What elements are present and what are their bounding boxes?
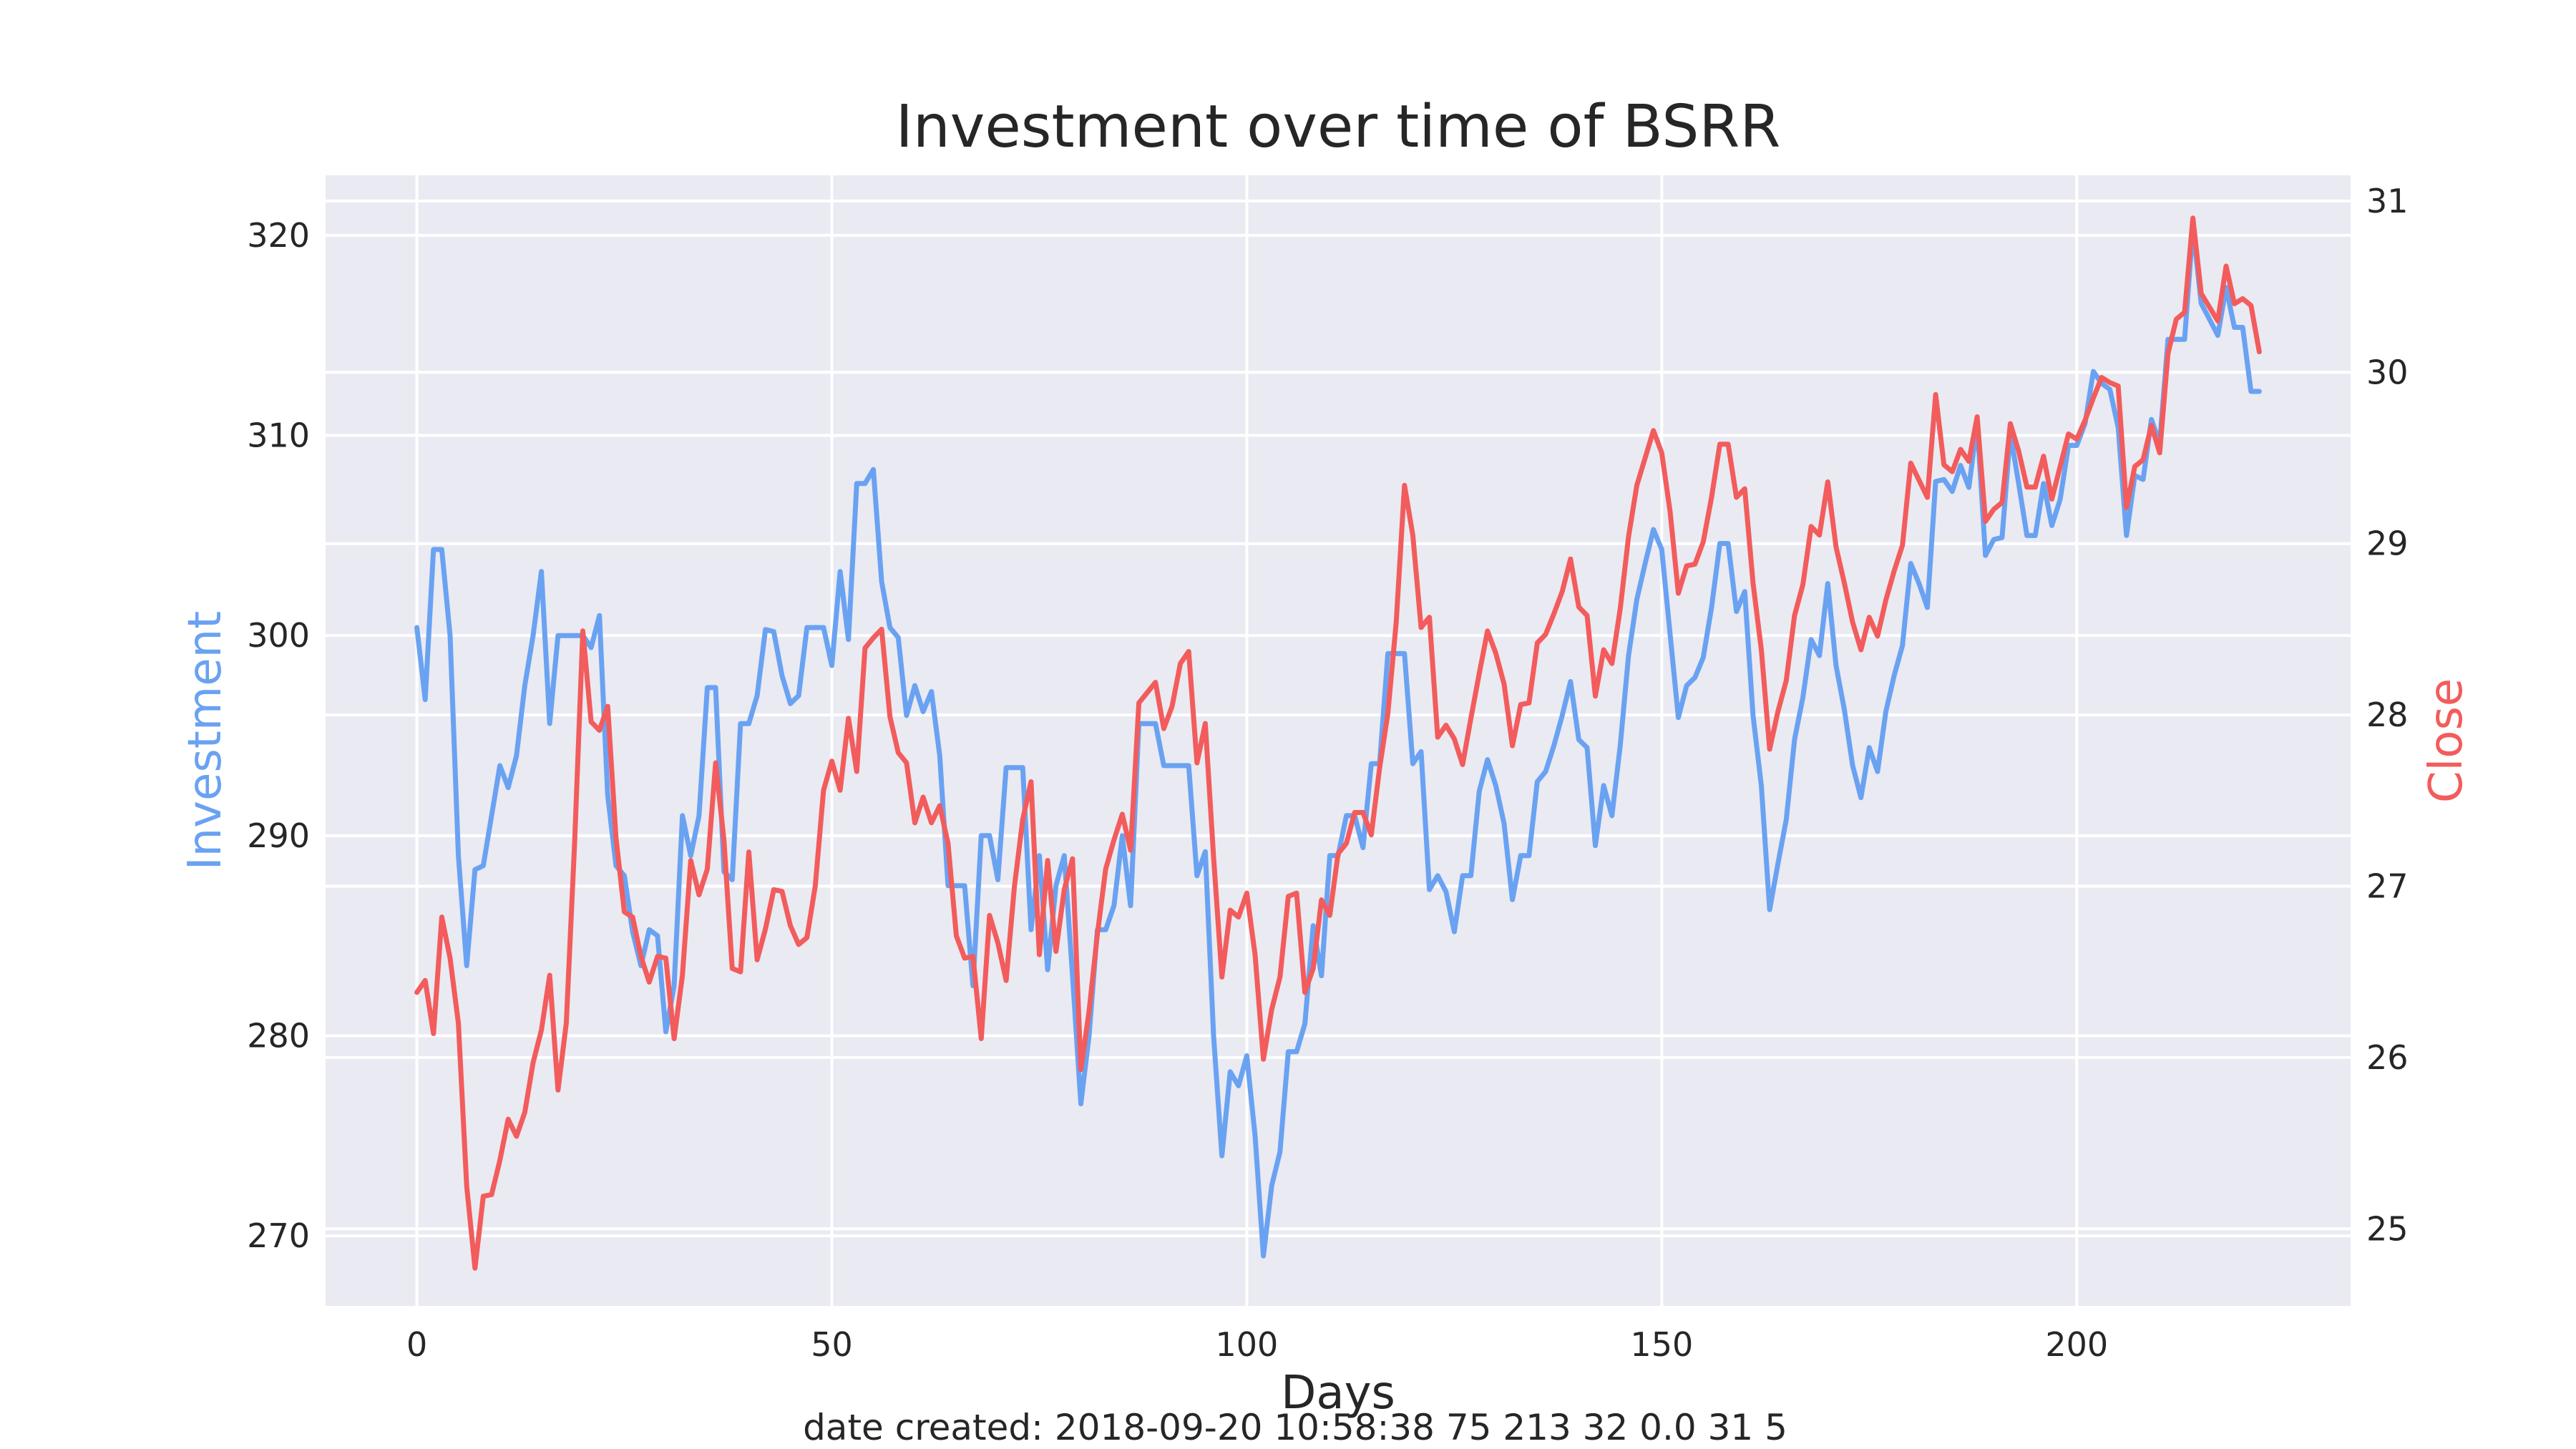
y-left-tick-label: 300 bbox=[247, 616, 310, 655]
y-left-tick-label: 320 bbox=[247, 216, 310, 255]
y-right-tick-label: 26 bbox=[2366, 1038, 2409, 1077]
x-axis-label: Days bbox=[1281, 1367, 1395, 1420]
y-axis-right-label: Close bbox=[2420, 678, 2473, 803]
x-tick-label: 200 bbox=[2045, 1325, 2108, 1364]
y-left-tick-label: 280 bbox=[247, 1016, 310, 1055]
grid bbox=[326, 175, 2351, 1306]
y-left-tick-label: 290 bbox=[247, 816, 310, 855]
x-tick-label: 0 bbox=[406, 1325, 427, 1364]
x-tick-label: 150 bbox=[1630, 1325, 1693, 1364]
series-line-close bbox=[414, 215, 2262, 1271]
chart-title: Investment over time of BSRR bbox=[896, 93, 1781, 161]
x-tick-label: 100 bbox=[1216, 1325, 1279, 1364]
y-right-tick-label: 30 bbox=[2366, 353, 2409, 391]
y-right-tick-label: 29 bbox=[2366, 525, 2409, 563]
y-left-tick-label: 270 bbox=[247, 1216, 310, 1255]
footer-date-created: date created: 2018-09-20 10:58:38 75 213… bbox=[803, 1407, 1787, 1448]
tick-labels: 0 50 100 150 200 270 280 290 300 310 320 25 26 27 28 29… bbox=[247, 182, 2408, 1364]
plot-area bbox=[326, 175, 2351, 1306]
series-lines bbox=[414, 215, 2262, 1271]
y-axis-left-label: Investment bbox=[179, 611, 232, 871]
y-right-tick-label: 25 bbox=[2366, 1209, 2409, 1248]
y-right-tick-label: 28 bbox=[2366, 696, 2409, 734]
y-right-tick-label: 31 bbox=[2366, 182, 2409, 220]
x-tick-label: 50 bbox=[811, 1325, 853, 1364]
y-left-tick-label: 310 bbox=[247, 416, 310, 455]
y-right-tick-label: 27 bbox=[2366, 867, 2409, 905]
